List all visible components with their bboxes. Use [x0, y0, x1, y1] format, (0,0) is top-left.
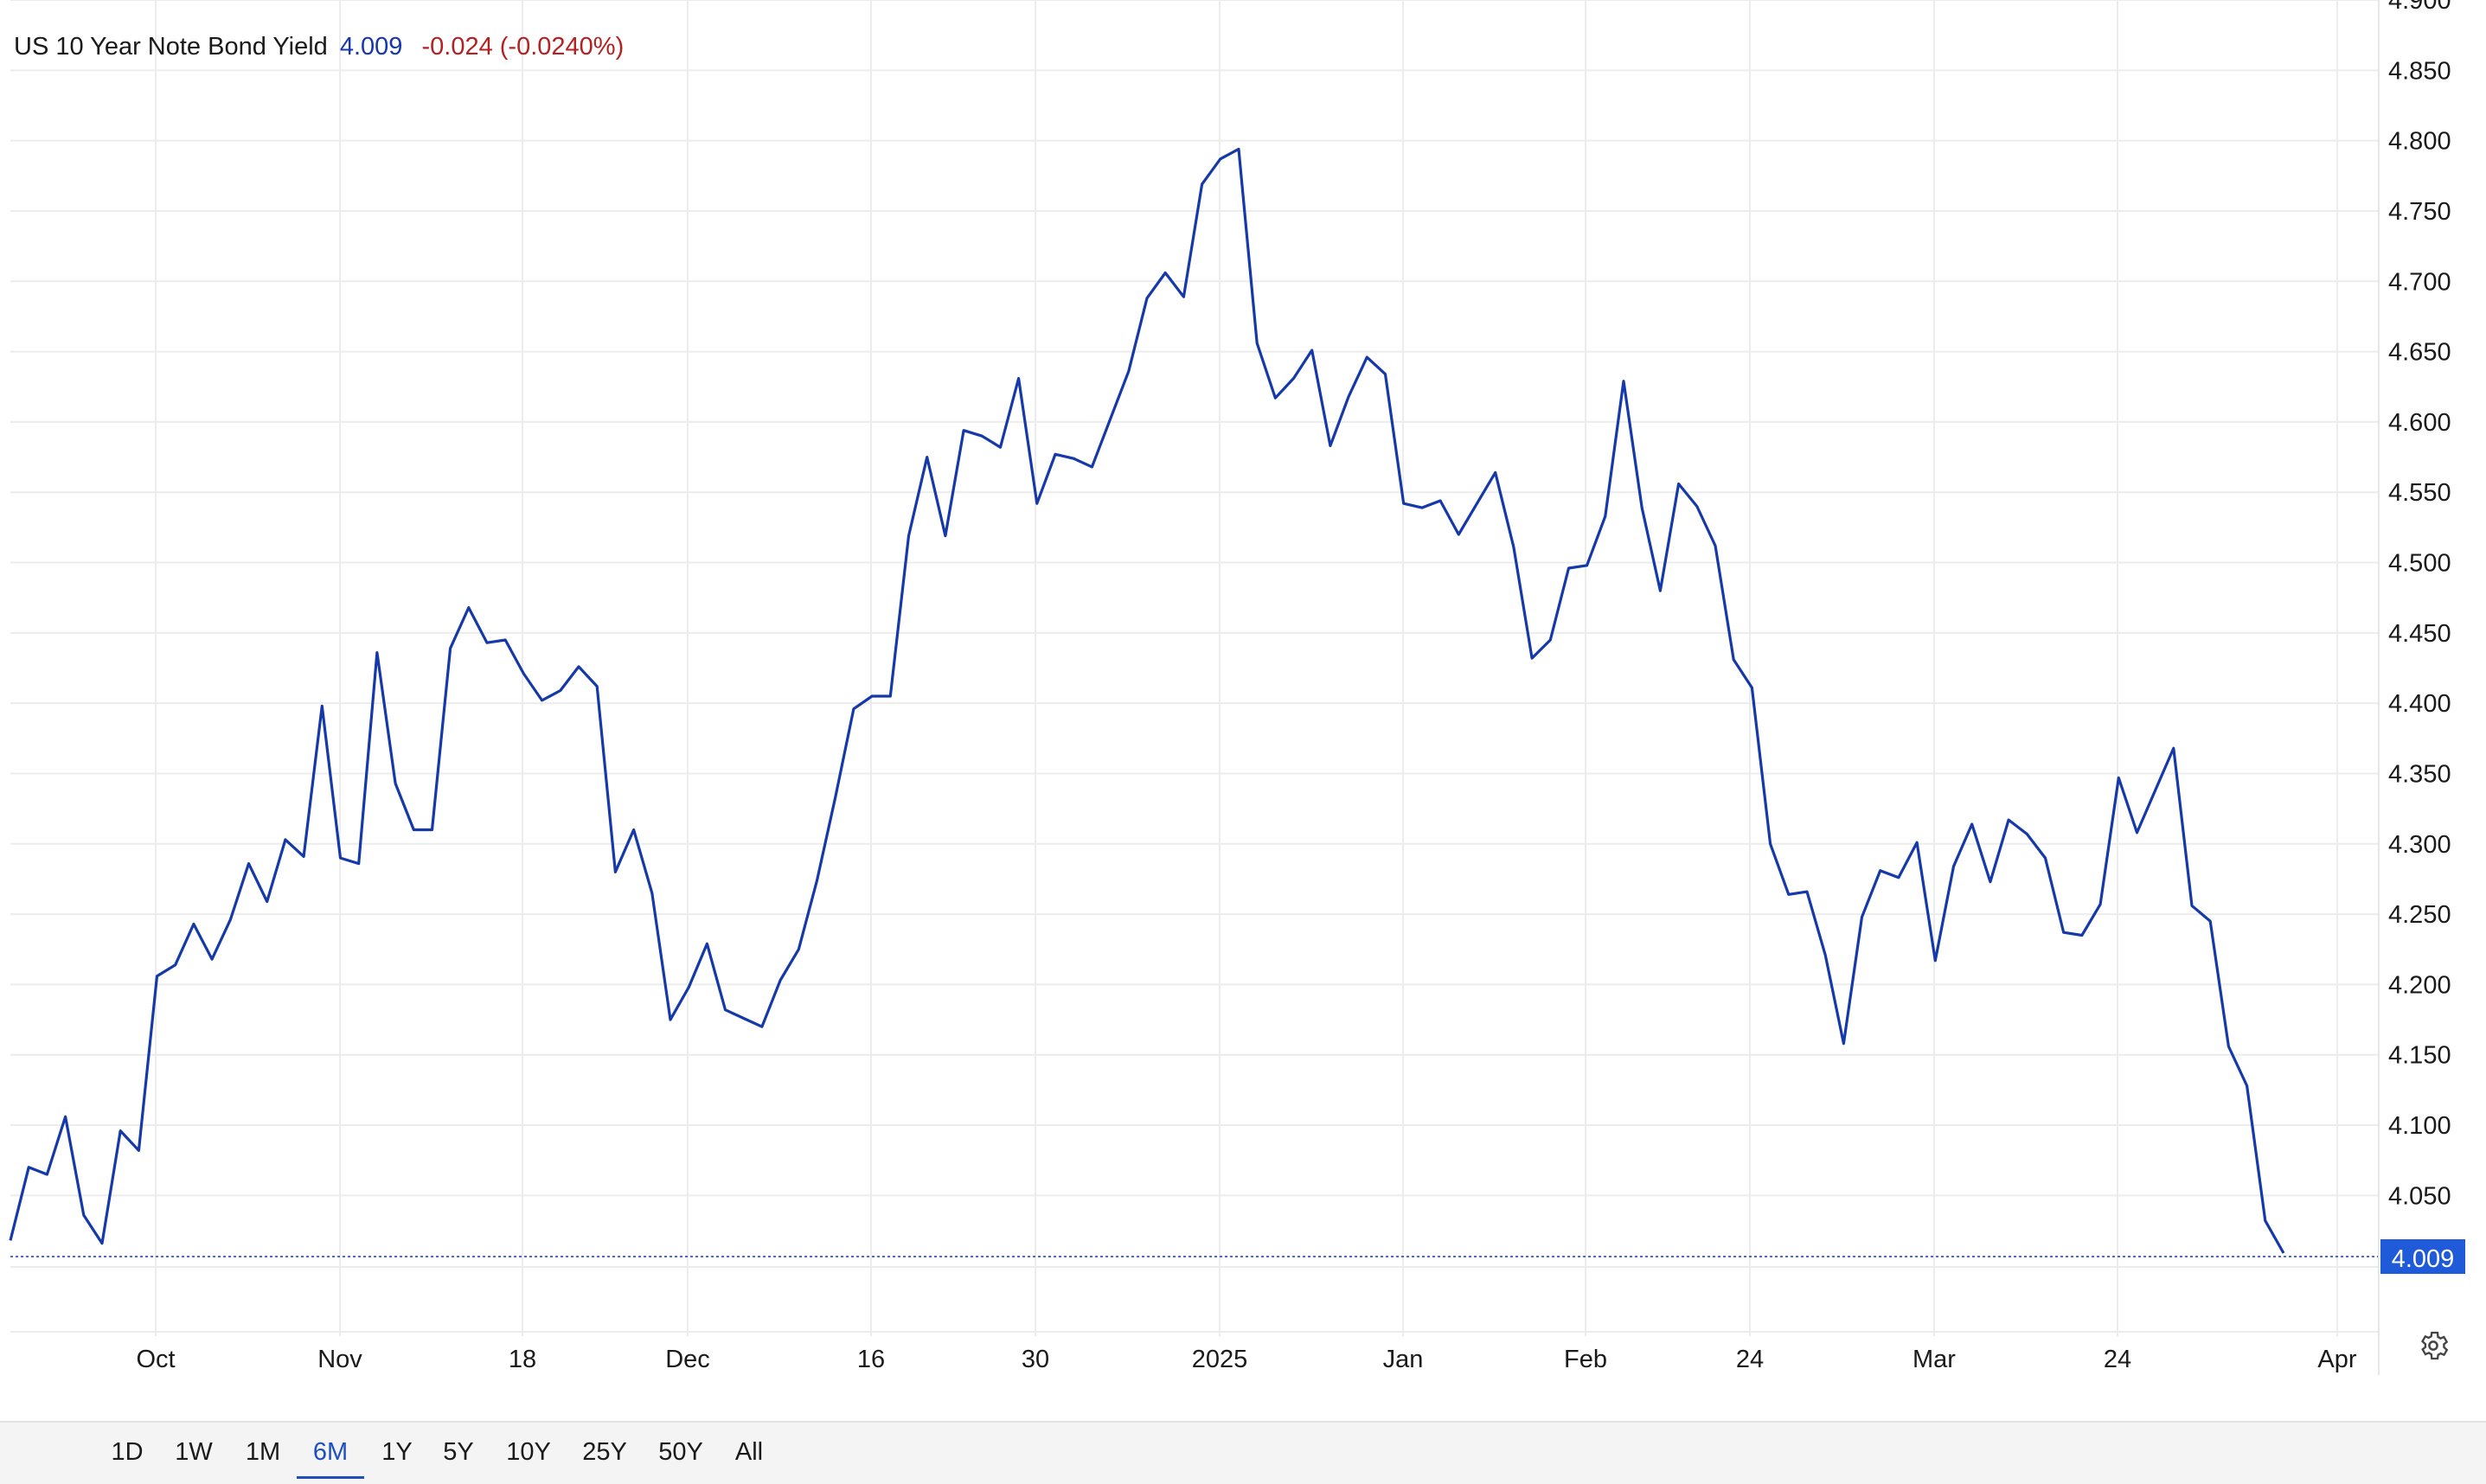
x-tick-label: Oct [136, 1346, 175, 1373]
x-tick-label: Nov [317, 1346, 362, 1373]
x-tick-label: 2025 [1192, 1346, 1248, 1373]
x-tick-label: Jan [1383, 1346, 1424, 1373]
range-button-all[interactable]: All [734, 1438, 764, 1466]
range-button-25y[interactable]: 25Y [582, 1438, 627, 1466]
instrument-name: US 10 Year Note Bond Yield [14, 33, 328, 61]
x-tick-label: Mar [1913, 1346, 1956, 1373]
y-tick-label: 4.250 [2388, 901, 2451, 929]
price-chart: 4.900 4.850 4.800 4.750 4.700 4.650 4.600 4.550… [9, 0, 2465, 1375]
y-tick-label: 4.100 [2388, 1112, 2451, 1140]
chart-legend: US 10 Year Note Bond Yield 4.009 -0.024 … [14, 33, 624, 61]
y-axis-ticks: 4.900 4.850 4.800 4.750 4.700 4.650 4.600 4.550… [2388, 0, 2451, 1210]
x-tick-label: Dec [665, 1346, 710, 1373]
x-tick-label: 16 [857, 1346, 885, 1373]
range-button-1d[interactable]: 1D [111, 1438, 144, 1466]
gear-icon[interactable] [2416, 1328, 2451, 1363]
x-tick-label: 30 [1022, 1346, 1049, 1373]
y-tick-label: 4.750 [2388, 198, 2451, 226]
y-tick-label: 4.350 [2388, 760, 2451, 788]
y-tick-label: 4.500 [2388, 550, 2451, 578]
y-tick-label: 4.450 [2388, 620, 2451, 648]
y-tick-label: 4.600 [2388, 409, 2451, 437]
x-tick-label: 18 [509, 1346, 536, 1373]
x-tick-label: 24 [1736, 1346, 1764, 1373]
range-button-1w[interactable]: 1W [175, 1438, 213, 1466]
y-tick-label: 4.300 [2388, 831, 2451, 859]
range-selector-bar: 1D 1W 1M 6M 1Y 5Y 10Y 25Y 50Y All [0, 1421, 2486, 1484]
range-button-50y[interactable]: 50Y [658, 1438, 703, 1466]
x-tick-label: Apr [2317, 1346, 2356, 1373]
y-tick-label: 4.150 [2388, 1042, 2451, 1070]
x-axis-ticks: Oct Nov 18 Dec 16 30 2025 Jan Feb 24 Mar 24 Apr [136, 1346, 2356, 1373]
range-button-1m[interactable]: 1M [245, 1438, 281, 1466]
y-tick-label: 4.050 [2388, 1182, 2451, 1210]
change-value: -0.024 (-0.0240%) [421, 33, 625, 61]
last-value: 4.009 [339, 33, 403, 61]
y-tick-label: 4.850 [2388, 57, 2451, 85]
series-line [9, 147, 2285, 1254]
range-button-10y[interactable]: 10Y [506, 1438, 551, 1466]
current-value-text: 4.009 [2392, 1245, 2455, 1273]
y-tick-label: 4.200 [2388, 971, 2451, 999]
y-tick-label: 4.800 [2388, 128, 2451, 156]
x-tick-label: Feb [1564, 1346, 1607, 1373]
range-button-6m[interactable]: 6M [297, 1438, 364, 1479]
y-tick-label: 4.700 [2388, 268, 2451, 296]
grid-lines [10, 0, 2379, 1336]
y-tick-label: 4.900 [2388, 0, 2451, 15]
current-value-badge [2380, 1239, 2465, 1274]
range-button-5y[interactable]: 5Y [443, 1438, 474, 1466]
y-tick-label: 4.550 [2388, 479, 2451, 507]
x-tick-label: 24 [2104, 1346, 2131, 1373]
y-tick-label: 4.400 [2388, 690, 2451, 718]
range-button-1y[interactable]: 1Y [381, 1438, 413, 1466]
y-tick-label: 4.650 [2388, 339, 2451, 367]
